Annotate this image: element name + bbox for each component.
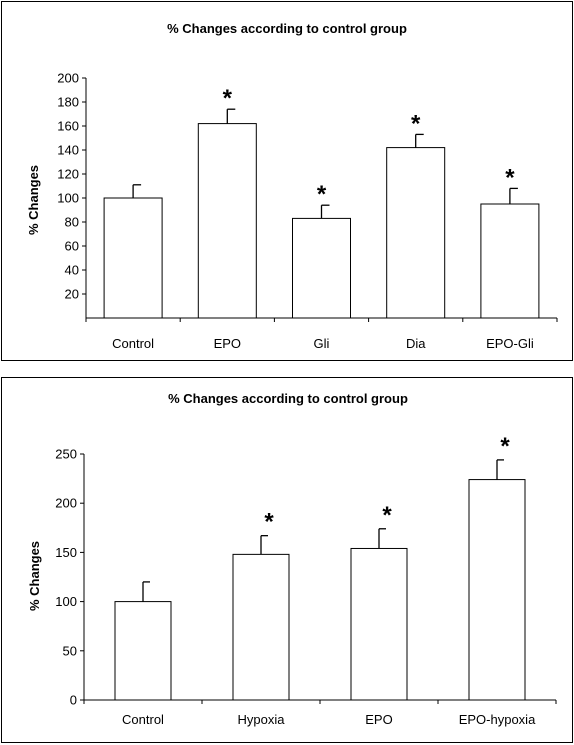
bar bbox=[480, 203, 540, 319]
y-tick-label: 100 bbox=[57, 191, 79, 206]
y-tick-label: 160 bbox=[57, 119, 79, 134]
x-tick-label: Dia bbox=[406, 336, 426, 351]
bar bbox=[114, 601, 172, 701]
x-tick-label: EPO-hypoxia bbox=[459, 712, 536, 727]
x-tick-label: Control bbox=[122, 712, 164, 727]
y-tick-label: 200 bbox=[55, 496, 77, 511]
y-axis-label: % Changes bbox=[26, 165, 41, 235]
chart-panel-1: % Changes according to control group % C… bbox=[1, 1, 573, 361]
significance-star: * bbox=[382, 502, 392, 529]
significance-star: * bbox=[500, 433, 510, 460]
x-tick-label: Control bbox=[112, 336, 154, 351]
x-tick-label: EPO-Gli bbox=[486, 336, 534, 351]
bar bbox=[386, 147, 446, 319]
significance-star: * bbox=[264, 509, 274, 536]
bar bbox=[292, 217, 351, 319]
y-axis-label: % Changes bbox=[27, 541, 42, 611]
bar bbox=[197, 123, 257, 319]
bar bbox=[103, 197, 163, 319]
bar bbox=[232, 553, 290, 701]
bar bbox=[350, 547, 408, 701]
y-tick-label: 80 bbox=[65, 215, 79, 230]
y-tick-label: 250 bbox=[55, 447, 77, 462]
y-tick-label: 140 bbox=[57, 143, 79, 158]
y-tick-label: 20 bbox=[65, 287, 79, 302]
bar bbox=[468, 479, 526, 701]
chart-2: % Changes according to control group % C… bbox=[27, 391, 557, 727]
x-tick-label: EPO bbox=[365, 712, 392, 727]
y-tick-label: 200 bbox=[57, 71, 79, 86]
significance-star: * bbox=[505, 164, 515, 191]
y-tick-label: 120 bbox=[57, 167, 79, 182]
x-tick-label: Hypoxia bbox=[238, 712, 286, 727]
chart-title: % Changes according to control group bbox=[167, 21, 407, 36]
y-tick-label: 180 bbox=[57, 95, 79, 110]
y-tick-label: 100 bbox=[55, 594, 77, 609]
y-tick-label: 40 bbox=[65, 263, 79, 278]
y-tick-label: 60 bbox=[65, 239, 79, 254]
y-tick-label: 150 bbox=[55, 545, 77, 560]
significance-star: * bbox=[317, 181, 327, 208]
x-tick-label: Gli bbox=[314, 336, 330, 351]
chart-1: % Changes according to control group % C… bbox=[26, 21, 558, 351]
significance-star: * bbox=[223, 85, 233, 112]
x-tick-label: EPO bbox=[214, 336, 241, 351]
y-tick-label: 0 bbox=[70, 693, 77, 708]
chart-title: % Changes according to control group bbox=[168, 391, 408, 406]
chart-panel-2: % Changes according to control group % C… bbox=[1, 377, 573, 743]
y-tick-label: 50 bbox=[63, 643, 77, 658]
significance-star: * bbox=[411, 110, 421, 137]
